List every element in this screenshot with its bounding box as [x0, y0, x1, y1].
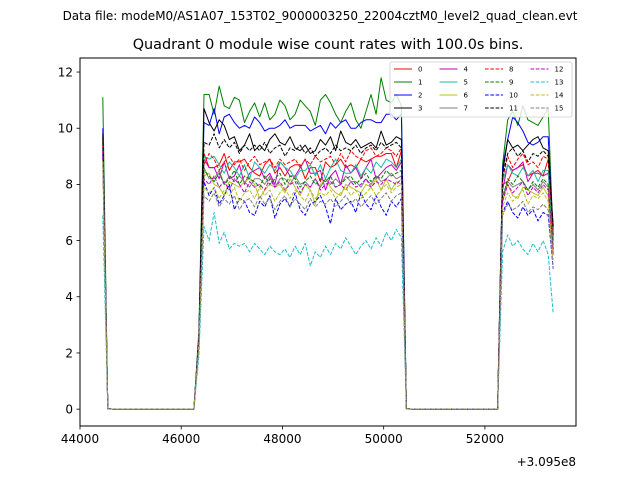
y-tick-label: 0 [65, 402, 73, 416]
y-tick-label: 2 [65, 346, 73, 360]
legend-label-10: 10 [509, 92, 518, 100]
series-line-15 [102, 164, 554, 410]
legend-label-15: 15 [555, 105, 564, 113]
x-tick-label: 48000 [263, 432, 301, 446]
legend-label-1: 1 [418, 79, 422, 87]
axes-frame [79, 57, 577, 427]
legend-label-9: 9 [509, 79, 513, 87]
plot-lines [102, 77, 554, 410]
x-tick-label: 50000 [365, 432, 403, 446]
legend-label-5: 5 [464, 79, 468, 87]
legend-label-13: 13 [555, 79, 564, 87]
legend-label-12: 12 [555, 66, 564, 74]
legend-label-8: 8 [509, 66, 513, 74]
legend-label-2: 2 [418, 92, 422, 100]
x-tick-label: 44000 [61, 432, 99, 446]
legend-label-6: 6 [464, 92, 469, 100]
x-axis: 44000 46000 48000 50000 52000 [61, 426, 504, 446]
legend-label-4: 4 [464, 66, 469, 74]
legend-label-11: 11 [509, 105, 518, 113]
legend-label-7: 7 [464, 105, 468, 113]
y-tick-label: 12 [58, 65, 73, 79]
series-line-14 [102, 161, 554, 410]
series-line-13 [102, 212, 554, 410]
legend-label-0: 0 [418, 66, 422, 74]
legend-label-14: 14 [555, 92, 564, 100]
y-tick-label: 10 [58, 122, 73, 136]
y-axis: 0 2 4 6 8 10 12 [58, 65, 80, 416]
x-tick-label: 52000 [466, 432, 504, 446]
x-tick-label: 46000 [162, 432, 200, 446]
y-tick-label: 8 [65, 178, 73, 192]
y-tick-label: 6 [65, 234, 73, 248]
chart-title: Quadrant 0 module wise count rates with … [133, 37, 524, 53]
legend-label-3: 3 [418, 105, 422, 113]
x-offset-label: +3.095e8 [517, 455, 576, 469]
legend-frame [389, 61, 573, 118]
figure-suptitle: Data file: modeM0/AS1A07_153T02_90000032… [63, 9, 578, 23]
y-tick-label: 4 [65, 290, 73, 304]
